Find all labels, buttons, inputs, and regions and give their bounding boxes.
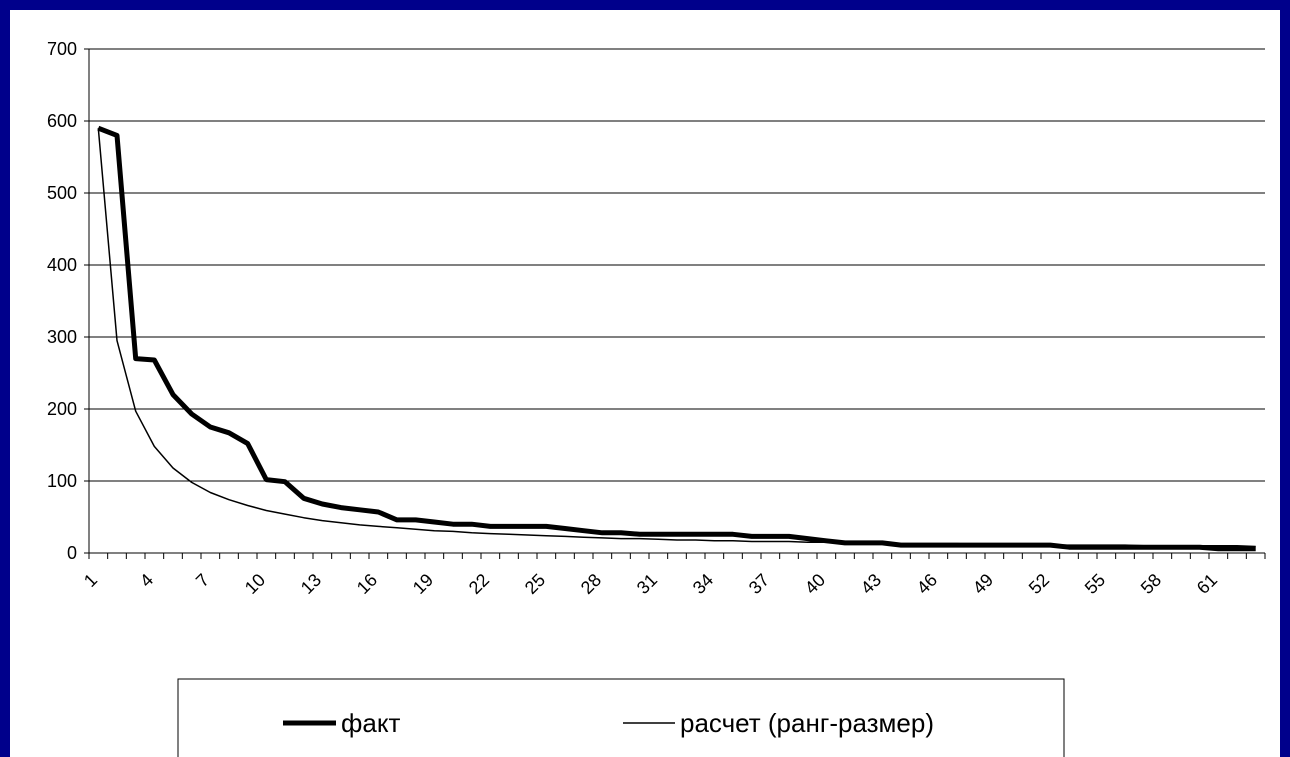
y-tick-label: 300	[47, 327, 77, 347]
x-tick-label: 43	[857, 570, 885, 598]
x-tick-label: 34	[689, 570, 717, 598]
x-tick-label: 1	[80, 570, 101, 591]
x-tick-label: 16	[353, 570, 381, 598]
x-tick-label: 31	[633, 570, 661, 598]
x-tick-label: 49	[969, 570, 997, 598]
series-line-fact	[97, 125, 1256, 552]
x-tick-label: 28	[577, 570, 605, 598]
y-tick-label: 400	[47, 255, 77, 275]
x-tick-label: 61	[1193, 570, 1221, 598]
y-tick-label: 600	[47, 111, 77, 131]
axes	[84, 48, 1266, 559]
legend-box	[177, 678, 1065, 757]
line-chart: 0 100 200 300 400 500 600 700 1 4 7 10 13 16 19 22 25 28 3…	[47, 39, 1266, 757]
x-tick-label: 22	[465, 570, 493, 598]
x-tick-label: 19	[409, 570, 437, 598]
legend-label-calc: расчет (ранг-размер)	[680, 708, 934, 738]
x-tick-label: 40	[801, 570, 829, 598]
series-line-calc	[97, 128, 1256, 548]
x-tick-label: 46	[913, 570, 941, 598]
x-tick-label: 55	[1081, 570, 1109, 598]
x-tick-label: 37	[745, 570, 773, 598]
x-tick-label: 10	[241, 570, 269, 598]
grid-lines	[89, 48, 1265, 482]
y-tick-label: 500	[47, 183, 77, 203]
chart-panel: 0 100 200 300 400 500 600 700 1 4 7 10 13 16 19 22 25 28 3…	[10, 10, 1280, 757]
series-lines	[97, 125, 1256, 552]
x-tick-label: 13	[297, 570, 325, 598]
y-tick-label: 0	[67, 543, 77, 563]
y-tick-label: 200	[47, 399, 77, 419]
tick-labels: 0 100 200 300 400 500 600 700 1 4 7 10 13 16 19 22 25 28 3…	[47, 39, 1221, 598]
legend: факт расчет (ранг-размер)	[177, 678, 1065, 757]
y-tick-label: 100	[47, 471, 77, 491]
legend-label-fact: факт	[341, 708, 401, 738]
x-tick-label: 52	[1025, 570, 1053, 598]
x-tick-label: 25	[521, 570, 549, 598]
x-tick-label: 4	[136, 570, 157, 591]
y-tick-label: 700	[47, 39, 77, 59]
x-tick-label: 58	[1137, 570, 1165, 598]
x-tick-label: 7	[192, 570, 213, 591]
